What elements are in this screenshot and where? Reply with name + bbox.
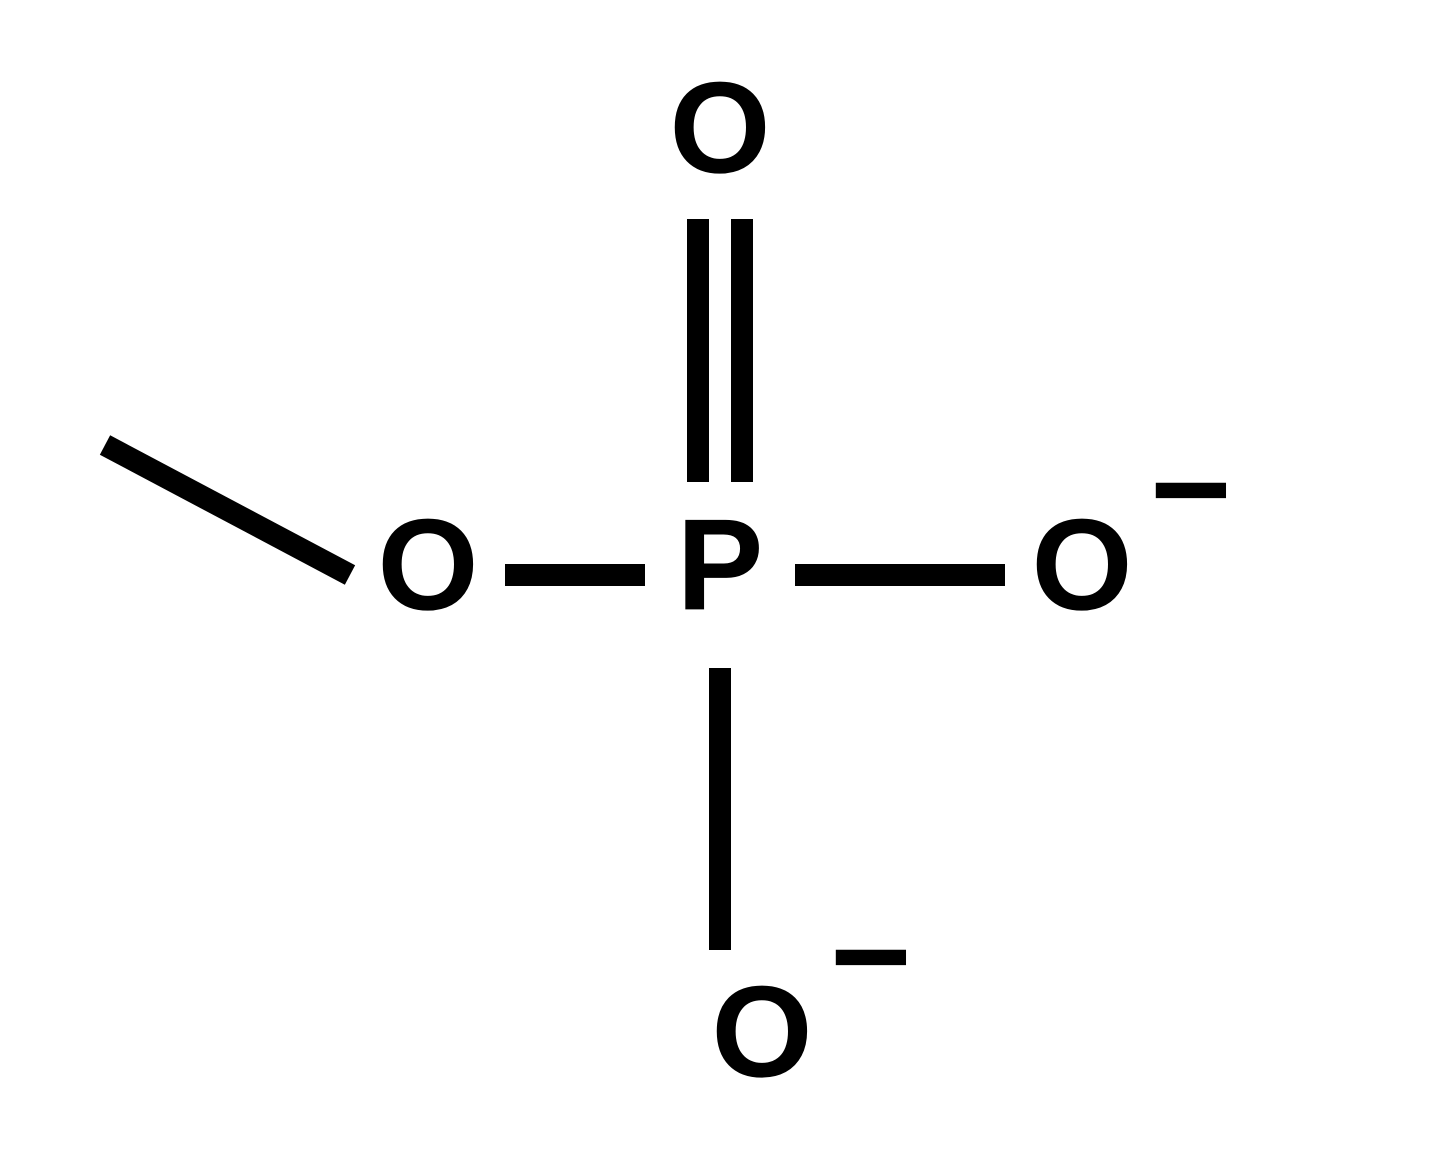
atom-O_left: O [377,491,478,637]
atom-O_right: O [1031,491,1132,637]
chemical-structure-diagram: POOO−O− [0,0,1440,1150]
bond-single-O_left-CH3 [105,445,350,575]
atom-P: P [677,491,764,637]
atom-O_top: O [669,54,770,200]
charge-O_bottom: − [830,877,912,1034]
atom-O_bottom: O [711,958,812,1104]
charge-O_right: − [1150,410,1232,567]
